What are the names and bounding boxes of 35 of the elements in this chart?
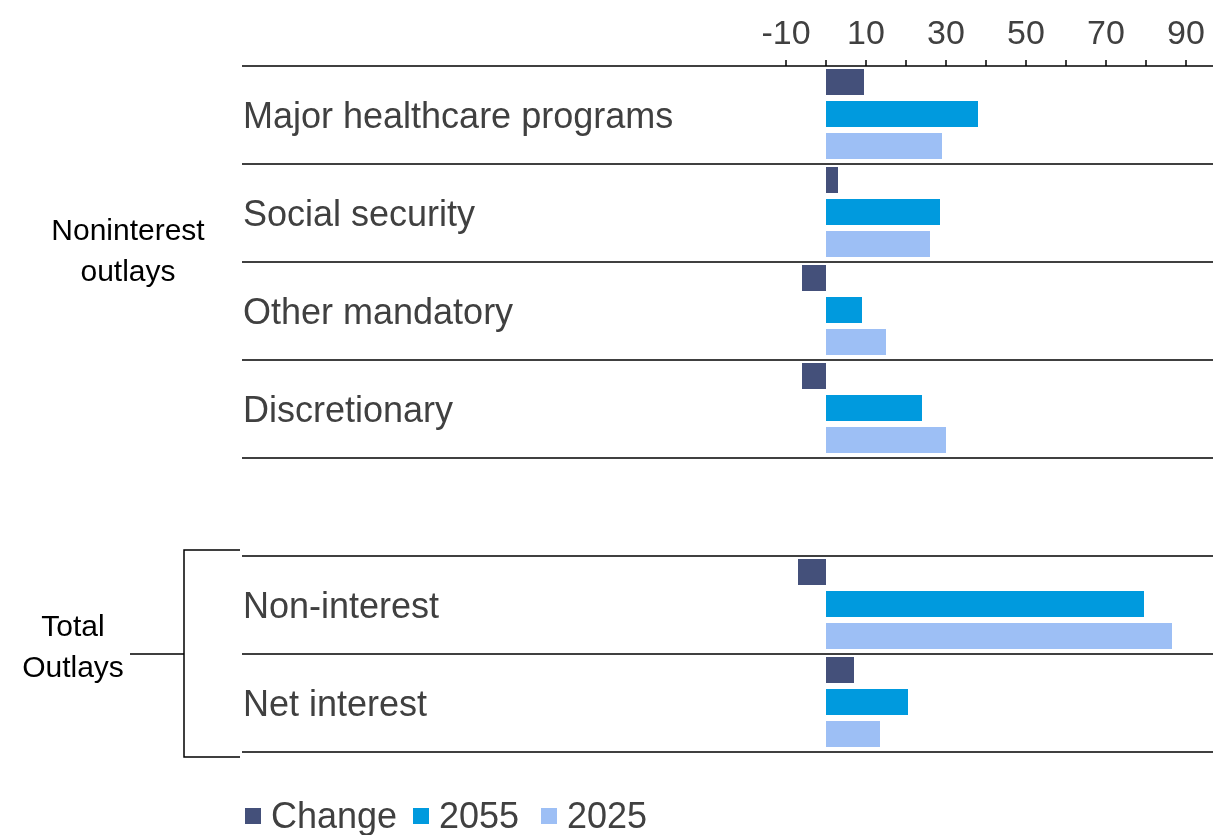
- bar: [826, 133, 942, 159]
- x-tick-label: 50: [1007, 13, 1045, 51]
- bar: [798, 559, 826, 585]
- text: Total Outlays: [22, 609, 124, 683]
- bar: [826, 329, 886, 355]
- y-tick-label: Discretionary: [243, 389, 454, 430]
- y-tick-label: Non-interest: [243, 585, 440, 626]
- bar: [826, 199, 940, 225]
- y-tick-label: Social security: [243, 193, 476, 234]
- text: Noninterest outlays: [51, 213, 206, 287]
- bar: [826, 591, 1144, 617]
- x-tick-label: 90: [1167, 13, 1205, 51]
- legend-label: 2055: [439, 795, 520, 835]
- bar: [802, 265, 826, 291]
- x-tick-label: 30: [927, 13, 965, 51]
- bar: [826, 395, 922, 421]
- bar: [826, 297, 862, 323]
- x-tick-label: 70: [1087, 13, 1125, 51]
- bar: [826, 689, 908, 715]
- bar: [826, 167, 838, 193]
- bar: [826, 623, 1172, 649]
- bar: [826, 427, 946, 453]
- bar: [802, 363, 826, 389]
- bar: [826, 101, 978, 127]
- y-tick-label: Net interest: [243, 683, 428, 724]
- bar: [826, 721, 880, 747]
- x-tick-label: 10: [847, 13, 885, 51]
- legend-label: Change: [271, 795, 398, 835]
- bar: [826, 657, 854, 683]
- y-tick-label: Other mandatory: [243, 291, 514, 332]
- x-tick-label: -10: [761, 13, 811, 51]
- bar: [826, 231, 930, 257]
- legend-label: 2025: [567, 795, 648, 835]
- bar: [826, 69, 864, 95]
- y-tick-label: Major healthcare programs: [243, 95, 674, 136]
